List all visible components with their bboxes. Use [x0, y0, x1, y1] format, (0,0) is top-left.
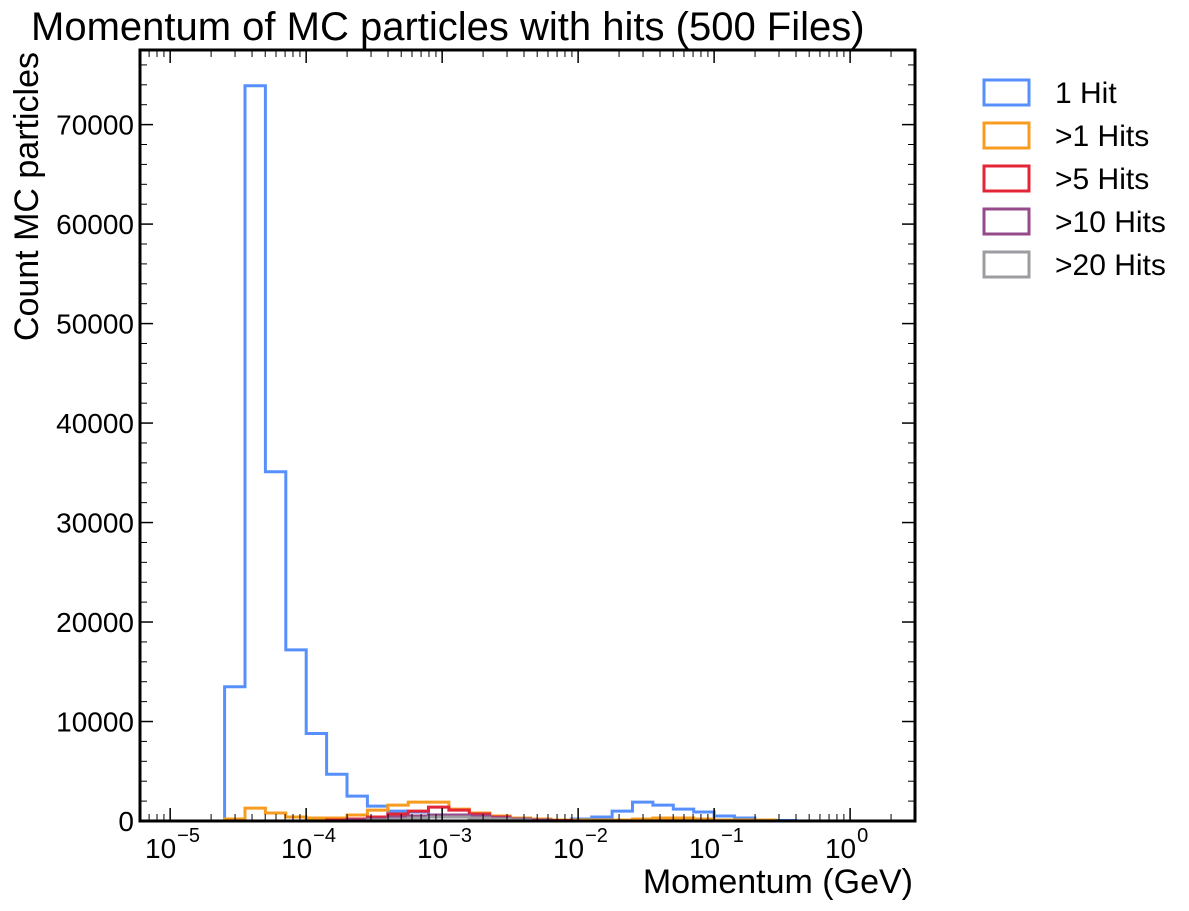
x-tick-label-exponent: −3	[449, 825, 472, 847]
legend-label: 1 Hit	[1055, 77, 1117, 110]
y-tick-label: 30000	[56, 508, 134, 539]
legend-swatch	[982, 207, 1031, 236]
x-tick-label-base: 10	[689, 833, 720, 864]
x-tick-label: 10 0	[825, 825, 868, 864]
x-tick-label-base: 10	[553, 833, 584, 864]
y-tick-label: 60000	[56, 209, 134, 240]
x-tick-label-exponent: 0	[857, 825, 868, 847]
x-tick-label-exponent: −5	[177, 825, 200, 847]
x-tick-label-base: 10	[145, 833, 176, 864]
x-axis-label: Momentum (GeV)	[643, 863, 913, 901]
x-tick-label: 10 −3	[417, 825, 472, 864]
x-tick-label-base: 10	[417, 833, 448, 864]
x-tick-label: 10 −4	[281, 825, 336, 864]
legend-label: >1 Hits	[1055, 120, 1149, 153]
series-layer	[223, 84, 837, 823]
x-tick-label-exponent: −1	[721, 825, 744, 847]
y-tick-label: 50000	[56, 309, 134, 340]
y-tick-label: 40000	[56, 408, 134, 439]
x-tick-label: 10 −5	[145, 825, 200, 864]
x-tick-label: 10 −2	[553, 825, 608, 864]
x-tick-label-exponent: −2	[585, 825, 608, 847]
legend-swatch	[982, 121, 1031, 150]
legend-label: >10 Hits	[1055, 206, 1166, 239]
y-tick-label: 70000	[56, 110, 134, 141]
y-tick-label: 0	[118, 806, 134, 837]
legend-swatch	[982, 164, 1031, 193]
x-tick-label-base: 10	[281, 833, 312, 864]
y-axis-label: Count MC particles	[8, 52, 46, 341]
legend-swatch	[982, 78, 1031, 107]
chart-title: Momentum of MC particles with hits (500 …	[31, 5, 865, 49]
legend-swatch	[982, 250, 1031, 279]
y-tick-label: 20000	[56, 607, 134, 638]
legend-label: >20 Hits	[1055, 249, 1166, 282]
x-tick-label-base: 10	[825, 833, 856, 864]
x-tick-label: 10 −1	[689, 825, 744, 864]
x-tick-label-exponent: −4	[313, 825, 336, 847]
y-tick-label: 10000	[56, 707, 134, 738]
legend: 1 Hit >1 Hits >5 Hits >10 Hits >20 Hits	[982, 77, 1166, 282]
plot-frame	[138, 48, 917, 823]
series-step-1	[223, 84, 837, 823]
legend-label: >5 Hits	[1055, 163, 1149, 196]
